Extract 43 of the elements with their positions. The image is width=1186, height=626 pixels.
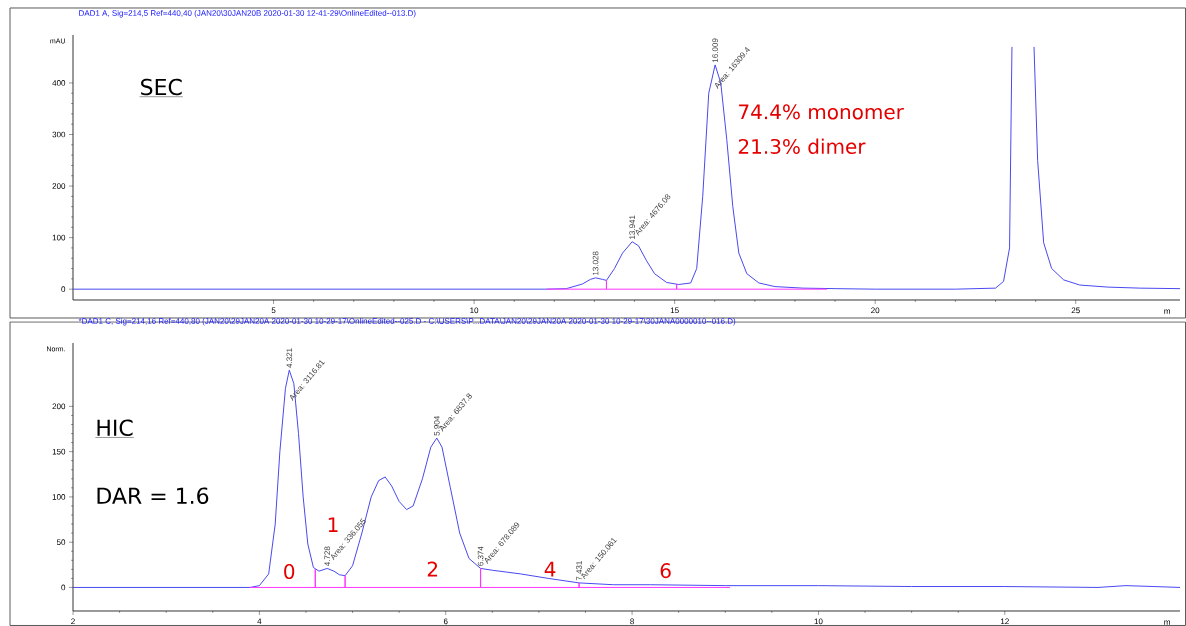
y-tick-label: 150 xyxy=(52,448,66,455)
chart-title: *DAD1 C, Sig=214,16 Ref=440,80 (JAN20\29JAN20A 2020-01-30 10-29-17\OnlineEdited--025.D - C:\USERS\P...DATA\JAN20\29JAN20A 2020-01-30 10-29-17\30JANA0000010--016.D) xyxy=(78,318,736,326)
y-tick-label: 100 xyxy=(52,234,66,241)
y-tick-label: 100 xyxy=(52,494,66,500)
annotation: 4.321 xyxy=(286,348,293,368)
x-tick-label: 15 xyxy=(670,307,679,314)
annotation: 74.4% monomer xyxy=(739,104,904,120)
annotation: 16.009 xyxy=(712,38,718,63)
annotation: 13.028 xyxy=(592,251,599,276)
x-tick-label: 25 xyxy=(1071,307,1080,314)
x-tick-label: 12 xyxy=(1000,618,1009,625)
x-tick-label: 5 xyxy=(271,307,276,314)
annotation: 6 xyxy=(660,563,671,579)
y-tick-label: 300 xyxy=(52,131,66,138)
annotation: 7.431 xyxy=(576,561,582,581)
annotation: HIC xyxy=(97,419,133,437)
y-tick-label: 400 xyxy=(52,80,66,86)
annotation: SEC xyxy=(141,78,182,96)
x-tick-label: 8 xyxy=(630,618,634,625)
y-tick-label: 200 xyxy=(52,403,66,410)
annotation: DAR = 1.6 xyxy=(97,487,209,505)
x-tick-label: 10 xyxy=(470,307,479,314)
annotation: 1 xyxy=(328,517,338,533)
x-tick-label: 10 xyxy=(814,618,823,625)
y-tick-label: 200 xyxy=(52,183,66,189)
x-tick-label: 20 xyxy=(871,307,880,314)
annotation: 13.941 xyxy=(629,215,635,239)
annotation: 4 xyxy=(544,561,556,577)
y-tick-label: 50 xyxy=(56,539,66,546)
annotation: 4.728 xyxy=(324,546,331,567)
y-tick-label: 0 xyxy=(61,584,66,591)
x-axis-title: m xyxy=(1164,620,1170,625)
annotation: 0 xyxy=(284,563,295,580)
annotation: 21.3% dimer xyxy=(738,138,866,155)
chart-title: DAD1 A, Sig=214,5 Ref=440,40 (JAN20\30JAN20B 2020-01-30 12-41-29\OnlineEdited--013.D) xyxy=(79,9,416,18)
annotation: 2 xyxy=(427,561,438,577)
y-tick-label: 0 xyxy=(61,286,66,292)
x-axis-title: m xyxy=(1164,309,1170,314)
annotation: 5.904 xyxy=(433,416,440,436)
x-tick-label: 4 xyxy=(257,618,262,625)
x-tick-label: 2 xyxy=(71,618,75,625)
x-tick-label: 6 xyxy=(443,618,448,625)
annotation: 6.374 xyxy=(477,546,484,566)
